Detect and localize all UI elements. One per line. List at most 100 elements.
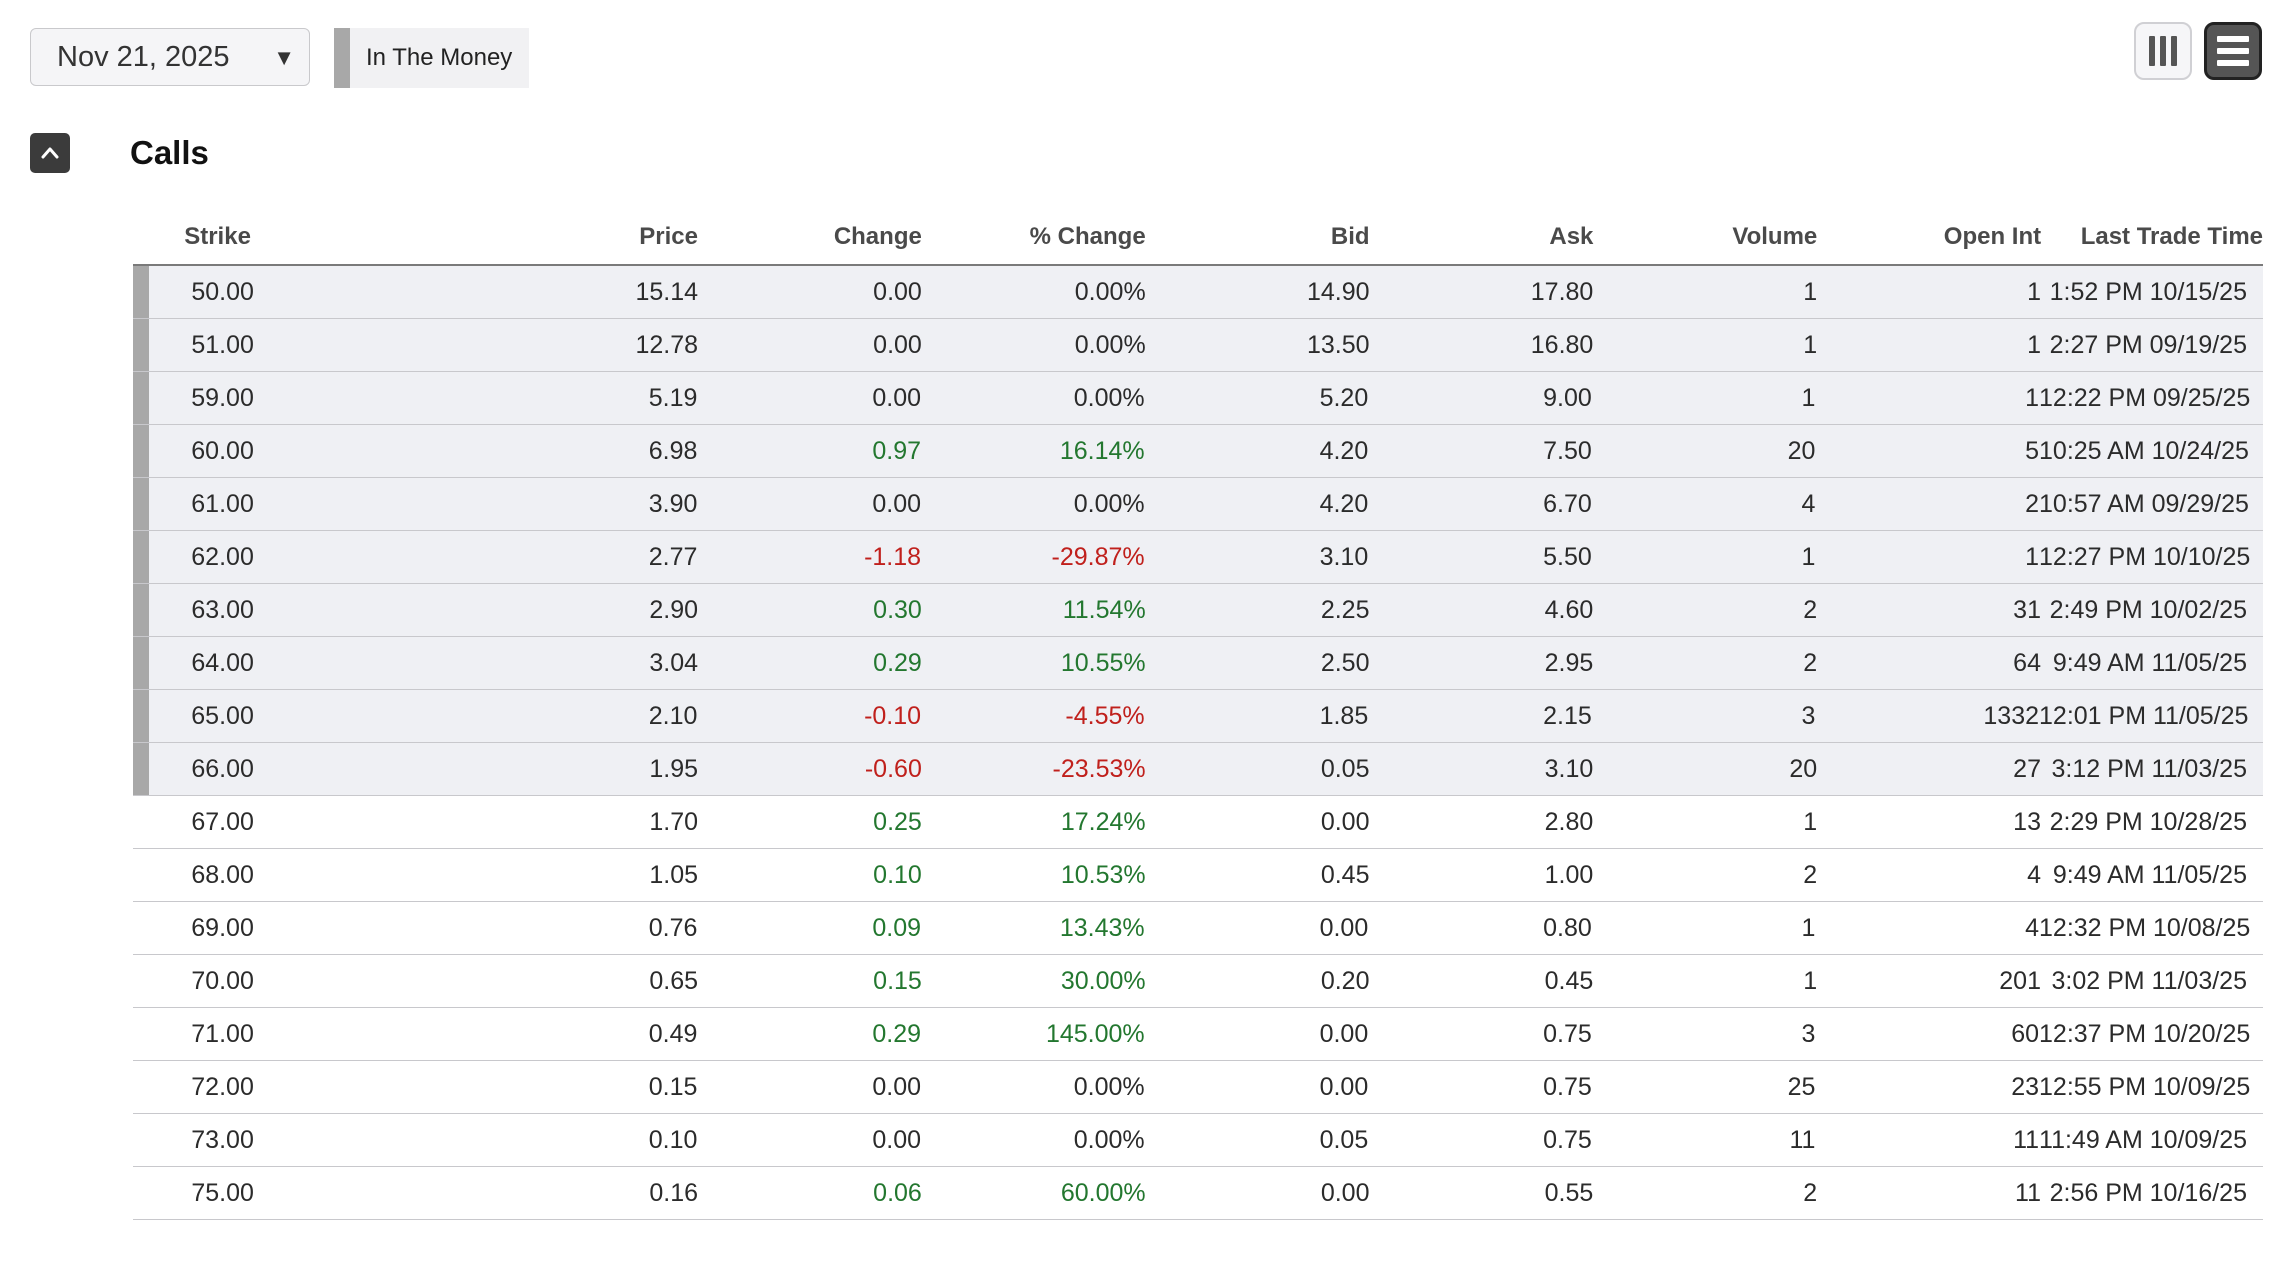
table-row[interactable]: 73.00 0.10 0.00 0.00% 0.05 0.75 11 11 11:49 AM 1… (133, 1114, 2263, 1167)
cell-strike[interactable]: 59.00 (191, 383, 254, 412)
table-row[interactable]: 50.00 15.14 0.00 0.00% 14.90 17.80 1 1 1:52 PM 1… (133, 266, 2263, 319)
cell-strike[interactable]: 63.00 (191, 595, 254, 624)
cell-percent-change: -23.53% (1052, 754, 1146, 783)
cell-ask: 4.60 (1544, 595, 1594, 624)
cell-strike[interactable]: 66.00 (191, 754, 254, 783)
cell-last-trade-time: 12:55 PM 10/09/25 (2039, 1072, 2251, 1101)
cell-percent-change: 0.00% (1073, 383, 1145, 412)
expiration-date-select[interactable]: Nov 21, 2025 ▼ (30, 28, 310, 86)
cell-bid: 0.20 (1320, 966, 1370, 995)
cell-percent-change: 16.14% (1059, 436, 1145, 465)
cell-strike[interactable]: 75.00 (191, 1178, 254, 1207)
cell-open-interest: 1 (2027, 277, 2041, 306)
cell-price: 5.19 (648, 383, 698, 412)
cell-price: 0.16 (649, 1178, 699, 1207)
cell-change: 0.97 (872, 436, 922, 465)
table-row[interactable]: 72.00 0.15 0.00 0.00% 0.00 0.75 25 23 12:55 PM 1… (133, 1061, 2263, 1114)
table-row[interactable]: 61.00 3.90 0.00 0.00% 4.20 6.70 4 2 10:57 AM 09/… (133, 478, 2263, 531)
cell-percent-change: 11.54% (1062, 595, 1146, 624)
list-icon (2217, 36, 2249, 66)
cell-volume: 3 (1801, 701, 1816, 730)
cell-volume: 2 (1803, 1178, 1818, 1207)
columns-view-button[interactable] (2134, 22, 2192, 80)
cell-change: 0.00 (872, 489, 922, 518)
table-row[interactable]: 60.00 6.98 0.97 16.14% 4.20 7.50 20 5 10:25 AM 1… (133, 425, 2263, 478)
table-row[interactable]: 59.00 5.19 0.00 0.00% 5.20 9.00 1 1 12:22 PM 09/… (133, 372, 2263, 425)
cell-ask: 0.45 (1544, 966, 1594, 995)
table-row[interactable]: 70.00 0.65 0.15 30.00% 0.20 0.45 1 201 3:02 PM 1… (133, 955, 2263, 1008)
cell-strike[interactable]: 64.00 (191, 648, 254, 677)
cell-strike[interactable]: 60.00 (191, 436, 254, 465)
header-percent-change[interactable]: % Change (1029, 223, 1146, 250)
collapse-calls-button[interactable] (30, 133, 70, 173)
cell-volume: 1 (1801, 542, 1816, 571)
cell-strike[interactable]: 69.00 (191, 913, 254, 942)
cell-volume: 2 (1803, 595, 1818, 624)
table-row[interactable]: 71.00 0.49 0.29 145.00% 0.00 0.75 3 60 12:37 PM … (133, 1008, 2263, 1061)
table-row[interactable]: 51.00 12.78 0.00 0.00% 13.50 16.80 1 1 2:27 PM 0… (133, 319, 2263, 372)
cell-strike[interactable]: 61.00 (191, 489, 254, 518)
cell-volume: 1 (1803, 966, 1818, 995)
cell-volume: 2 (1803, 648, 1818, 677)
table-row[interactable]: 67.00 1.70 0.25 17.24% 0.00 2.80 1 13 2:29 PM 10… (133, 796, 2263, 849)
cell-ask: 6.70 (1543, 489, 1592, 518)
table-row[interactable]: 66.00 1.95 -0.60 -23.53% 0.05 3.10 20 27 3:12 PM… (133, 743, 2263, 796)
cell-last-trade-time: 12:01 PM 11/05/25 (2039, 701, 2249, 730)
cell-strike[interactable]: 68.00 (191, 860, 254, 889)
cell-percent-change: 0.00% (1074, 277, 1146, 306)
header-strike[interactable]: Strike (184, 223, 251, 250)
cell-last-trade-time: 12:37 PM 10/20/25 (2039, 1019, 2251, 1048)
header-last-trade-time[interactable]: Last Trade Time (2080, 223, 2263, 250)
table-row[interactable]: 68.00 1.05 0.10 10.53% 0.45 1.00 2 4 9:49 AM 11/… (133, 849, 2263, 902)
cell-last-trade-time: 11:49 AM 10/09/25 (2039, 1125, 2248, 1154)
cell-strike[interactable]: 65.00 (191, 701, 254, 730)
cell-last-trade-time: 12:22 PM 09/25/25 (2039, 383, 2251, 412)
header-bid[interactable]: Bid (1330, 223, 1370, 250)
cell-open-interest: 31 (2013, 595, 2041, 624)
cell-strike[interactable]: 50.00 (191, 277, 254, 306)
cell-bid: 0.00 (1319, 1072, 1369, 1101)
cell-ask: 5.50 (1543, 542, 1592, 571)
cell-bid: 14.90 (1306, 277, 1370, 306)
cell-percent-change: 0.00% (1074, 330, 1146, 359)
header-open-interest[interactable]: Open Int (1943, 223, 2042, 250)
cell-bid: 2.50 (1320, 648, 1370, 677)
header-ask[interactable]: Ask (1549, 223, 1594, 250)
table-row[interactable]: 75.00 0.16 0.06 60.00% 0.00 0.55 2 11 2:56 PM 10… (133, 1167, 2263, 1220)
cell-last-trade-time: 3:12 PM 11/03/25 (2051, 754, 2247, 783)
table-header-row: Strike Price Change % Change Bid Ask Vol… (133, 210, 2263, 266)
cell-change: 0.09 (872, 913, 922, 942)
cell-last-trade-time: 9:49 AM 11/05/25 (2052, 648, 2247, 677)
table-row[interactable]: 62.00 2.77 -1.18 -29.87% 3.10 5.50 1 1 12:27 PM … (133, 531, 2263, 584)
cell-strike[interactable]: 62.00 (191, 542, 254, 571)
cell-strike[interactable]: 71.00 (191, 1019, 254, 1048)
cell-price: 2.77 (648, 542, 698, 571)
cell-bid: 0.45 (1320, 860, 1370, 889)
cell-volume: 1 (1801, 913, 1816, 942)
cell-change: 0.06 (873, 1178, 922, 1207)
cell-bid: 0.05 (1319, 1125, 1369, 1154)
cell-strike[interactable]: 51.00 (191, 330, 254, 359)
header-price[interactable]: Price (639, 223, 698, 250)
list-view-button[interactable] (2204, 22, 2262, 80)
cell-bid: 4.20 (1319, 489, 1369, 518)
cell-change: 0.00 (872, 383, 922, 412)
header-volume[interactable]: Volume (1732, 223, 1818, 250)
cell-volume: 4 (1801, 489, 1816, 518)
table-row[interactable]: 65.00 2.10 -0.10 -4.55% 1.85 2.15 3 1332 12:01 P… (133, 690, 2263, 743)
cell-last-trade-time: 2:49 PM 10/02/25 (2049, 595, 2247, 624)
table-row[interactable]: 64.00 3.04 0.29 10.55% 2.50 2.95 2 64 9:49 AM 11… (133, 637, 2263, 690)
table-row[interactable]: 69.00 0.76 0.09 13.43% 0.00 0.80 1 4 12:32 PM 10… (133, 902, 2263, 955)
cell-ask: 0.55 (1544, 1178, 1594, 1207)
caret-down-icon: ▼ (273, 45, 295, 70)
section-title-calls: Calls (130, 134, 209, 171)
table-row[interactable]: 63.00 2.90 0.30 11.54% 2.25 4.60 2 31 2:49 PM 10… (133, 584, 2263, 637)
cell-strike[interactable]: 70.00 (191, 966, 254, 995)
cell-strike[interactable]: 73.00 (191, 1125, 254, 1154)
cell-change: 0.30 (873, 595, 922, 624)
cell-open-interest: 1 (2025, 542, 2040, 571)
cell-strike[interactable]: 72.00 (191, 1072, 254, 1101)
cell-strike[interactable]: 67.00 (191, 807, 254, 836)
header-change[interactable]: Change (833, 223, 922, 250)
cell-price: 0.49 (648, 1019, 698, 1048)
